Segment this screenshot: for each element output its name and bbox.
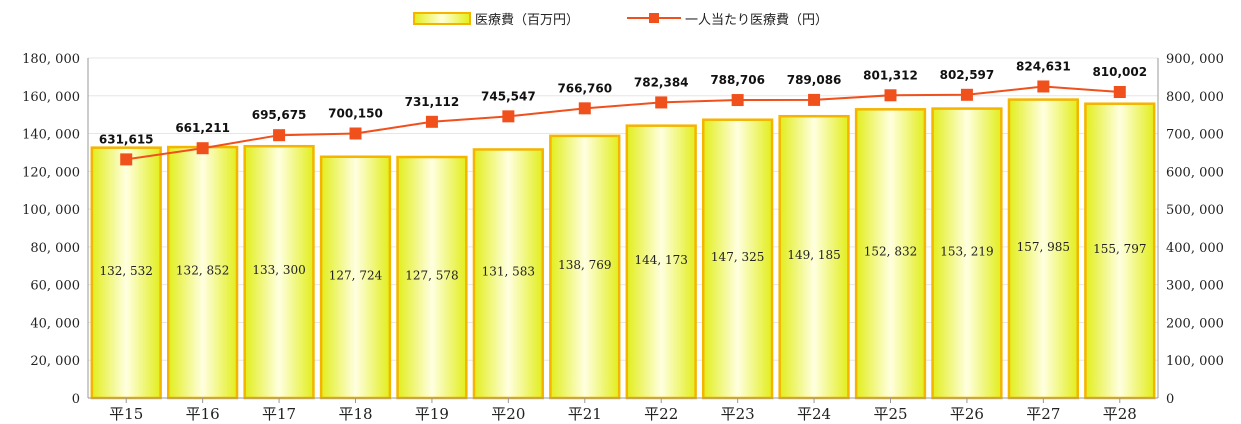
line-marker xyxy=(196,142,209,155)
x-tick-label: 平20 xyxy=(491,405,525,423)
y-right-tick-label: 700, 000 xyxy=(1166,128,1224,143)
y-left-tick-label: 20, 000 xyxy=(30,354,80,369)
line-series xyxy=(126,85,1120,161)
bar-data-label: 153, 219 xyxy=(940,244,993,258)
y-right-tick-label: 0 xyxy=(1166,392,1174,407)
line-marker xyxy=(349,127,362,140)
line-data-label: 788,706 xyxy=(710,73,765,87)
line-data-label: 731,112 xyxy=(405,95,460,109)
bar-data-label: 133, 300 xyxy=(252,263,305,277)
x-tick-label: 平18 xyxy=(338,405,372,423)
bar xyxy=(1084,102,1156,400)
x-tick-label: 平25 xyxy=(873,405,907,423)
x-tick-label: 平15 xyxy=(109,405,143,423)
bar xyxy=(625,124,697,400)
bar xyxy=(854,108,927,400)
x-tick-label: 平28 xyxy=(1103,405,1137,423)
line-marker xyxy=(960,88,973,101)
bar-data-label: 157, 985 xyxy=(1017,240,1070,254)
y-left-tick-label: 160, 000 xyxy=(22,90,80,105)
bar xyxy=(243,144,315,400)
line-data-label: 766,760 xyxy=(557,81,612,95)
legend-line-swatch xyxy=(627,12,681,24)
line-marker xyxy=(1037,80,1050,93)
line-marker xyxy=(578,102,591,115)
x-tick-label: 平26 xyxy=(950,405,984,423)
bar xyxy=(702,118,774,400)
x-tick-label: 平16 xyxy=(186,405,220,423)
y-left-tick-label: 0 xyxy=(72,392,80,407)
bar xyxy=(1007,98,1080,400)
bar-data-label: 152, 832 xyxy=(864,245,917,259)
line-marker xyxy=(655,96,668,109)
y-left-tick-label: 180, 000 xyxy=(22,52,80,67)
y-right-tick-label: 900, 000 xyxy=(1166,52,1224,67)
bar-data-label: 155, 797 xyxy=(1093,242,1146,256)
line-marker xyxy=(502,110,515,123)
bar-data-label: 147, 325 xyxy=(711,250,764,264)
line-marker xyxy=(273,129,286,142)
bar xyxy=(319,155,392,400)
x-tick-label: 平21 xyxy=(568,405,602,423)
bar xyxy=(931,107,1003,400)
line-marker xyxy=(731,94,744,107)
bar xyxy=(90,146,162,400)
x-tick-label: 平24 xyxy=(797,405,831,423)
line-marker xyxy=(425,115,438,128)
y-left-tick-label: 60, 000 xyxy=(30,279,80,294)
y-right-tick-label: 600, 000 xyxy=(1166,165,1224,180)
legend-item-bar: 医療費（百万円） xyxy=(412,9,579,28)
y-left-tick-label: 100, 000 xyxy=(22,203,80,218)
x-tick-label: 平17 xyxy=(262,405,296,423)
bar-data-label: 127, 578 xyxy=(405,269,458,283)
line-data-label: 631,615 xyxy=(99,132,154,146)
bar xyxy=(396,155,468,400)
bar xyxy=(778,114,850,400)
y-right-tick-label: 100, 000 xyxy=(1166,354,1224,369)
line-data-label: 661,211 xyxy=(175,121,230,135)
bar xyxy=(167,145,239,400)
y-left-tick-label: 120, 000 xyxy=(22,165,80,180)
y-left-tick-label: 40, 000 xyxy=(30,316,80,331)
y-left-tick-label: 80, 000 xyxy=(30,241,80,256)
line-data-label: 695,675 xyxy=(252,108,307,122)
y-right-tick-label: 800, 000 xyxy=(1166,90,1224,105)
line-data-label: 782,384 xyxy=(634,75,689,89)
line-marker xyxy=(808,93,821,106)
bar-data-label: 132, 532 xyxy=(99,264,152,278)
line-data-label: 700,150 xyxy=(328,106,383,120)
y-right-tick-label: 400, 000 xyxy=(1166,241,1224,256)
line-data-label: 789,086 xyxy=(787,73,842,87)
line-data-label: 824,631 xyxy=(1016,59,1071,73)
bar-data-label: 138, 769 xyxy=(558,258,611,272)
legend-line-label: 一人当たり医療費（円） xyxy=(685,12,829,28)
chart-legend: 医療費（百万円） 一人当たり医療費（円） xyxy=(0,6,1241,30)
bar-data-label: 149, 185 xyxy=(787,248,840,262)
line-data-label: 801,312 xyxy=(863,68,918,82)
line-data-label: 810,002 xyxy=(1092,65,1147,79)
x-tick-label: 平23 xyxy=(721,405,755,423)
bar-data-label: 132, 852 xyxy=(176,264,229,278)
legend-item-line: 一人当たり医療費（円） xyxy=(627,9,828,28)
line-marker xyxy=(120,153,133,166)
legend-bar-label: 医療費（百万円） xyxy=(474,12,579,28)
x-tick-label: 平27 xyxy=(1026,405,1060,423)
line-marker xyxy=(884,89,897,102)
bar-data-label: 144, 173 xyxy=(634,253,687,267)
line-marker xyxy=(1113,85,1126,98)
bar xyxy=(549,134,621,400)
x-tick-label: 平22 xyxy=(644,405,678,423)
line-data-label: 745,547 xyxy=(481,89,536,103)
bar-data-label: 127, 724 xyxy=(329,268,383,282)
y-right-tick-label: 300, 000 xyxy=(1166,279,1224,294)
x-tick-label: 平19 xyxy=(415,405,449,423)
bar-data-label: 131, 583 xyxy=(482,265,535,279)
legend-bar-swatch xyxy=(412,11,471,25)
line-data-label: 802,597 xyxy=(940,68,995,82)
y-left-tick-label: 140, 000 xyxy=(22,128,80,143)
y-right-tick-label: 500, 000 xyxy=(1166,203,1224,218)
y-right-tick-label: 200, 000 xyxy=(1166,316,1224,331)
